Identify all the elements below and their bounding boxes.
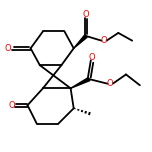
- Text: O: O: [101, 36, 107, 45]
- Text: O: O: [107, 79, 114, 88]
- Text: O: O: [5, 44, 12, 53]
- Polygon shape: [71, 78, 90, 88]
- Text: O: O: [8, 101, 15, 110]
- Polygon shape: [74, 35, 87, 48]
- Text: O: O: [83, 10, 89, 19]
- Text: O: O: [89, 53, 95, 62]
